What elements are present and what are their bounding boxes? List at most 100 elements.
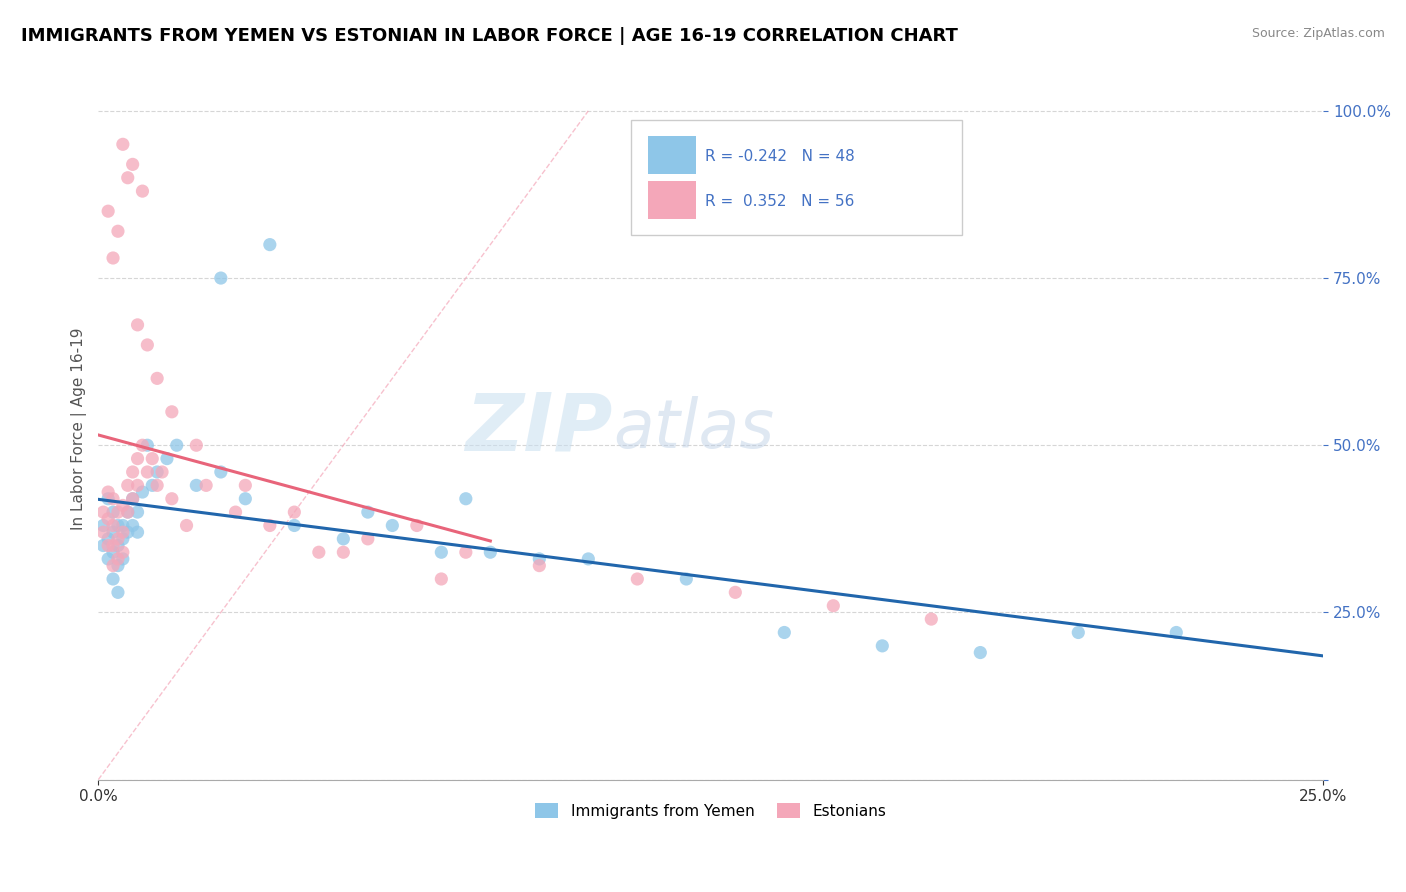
Point bbox=[454, 545, 477, 559]
Point bbox=[107, 552, 129, 566]
Point bbox=[101, 251, 124, 265]
Point bbox=[107, 532, 129, 546]
Point bbox=[724, 585, 747, 599]
Point bbox=[773, 625, 796, 640]
Point bbox=[136, 438, 159, 452]
Y-axis label: In Labor Force | Age 16-19: In Labor Force | Age 16-19 bbox=[72, 327, 87, 530]
Point bbox=[107, 558, 129, 573]
FancyBboxPatch shape bbox=[631, 120, 962, 235]
Point bbox=[111, 499, 134, 513]
Point bbox=[479, 545, 502, 559]
Point bbox=[131, 438, 153, 452]
Point bbox=[127, 318, 149, 332]
Point bbox=[127, 451, 149, 466]
Point bbox=[117, 505, 139, 519]
Point bbox=[97, 204, 120, 219]
Point bbox=[91, 539, 114, 553]
Point bbox=[225, 505, 247, 519]
Point bbox=[357, 505, 380, 519]
Point bbox=[405, 518, 427, 533]
Point bbox=[141, 478, 163, 492]
Point bbox=[91, 505, 114, 519]
Text: atlas: atlas bbox=[613, 395, 773, 461]
Point bbox=[186, 478, 208, 492]
Point bbox=[136, 338, 159, 352]
Point bbox=[127, 525, 149, 540]
Point bbox=[357, 532, 380, 546]
Point bbox=[127, 478, 149, 492]
Point bbox=[131, 184, 153, 198]
Point bbox=[101, 558, 124, 573]
Point bbox=[131, 485, 153, 500]
Point bbox=[166, 438, 188, 452]
Point bbox=[430, 572, 453, 586]
FancyBboxPatch shape bbox=[648, 136, 696, 174]
Point bbox=[209, 465, 232, 479]
Point bbox=[529, 558, 551, 573]
Point bbox=[101, 539, 124, 553]
Point bbox=[381, 518, 404, 533]
Point bbox=[160, 491, 183, 506]
Point bbox=[107, 224, 129, 238]
Point bbox=[101, 572, 124, 586]
Point bbox=[121, 465, 143, 479]
Point bbox=[1067, 625, 1090, 640]
Point bbox=[136, 465, 159, 479]
FancyBboxPatch shape bbox=[648, 181, 696, 219]
Point bbox=[209, 271, 232, 285]
Point bbox=[101, 525, 124, 540]
Point bbox=[91, 518, 114, 533]
Point bbox=[107, 505, 129, 519]
Point bbox=[529, 552, 551, 566]
Point bbox=[872, 639, 894, 653]
Point bbox=[195, 478, 218, 492]
Point bbox=[332, 532, 354, 546]
Point bbox=[259, 518, 281, 533]
Text: R = -0.242   N = 48: R = -0.242 N = 48 bbox=[704, 149, 855, 164]
Point bbox=[430, 545, 453, 559]
Point bbox=[121, 157, 143, 171]
Point bbox=[101, 545, 124, 559]
Point bbox=[920, 612, 942, 626]
Point bbox=[150, 465, 173, 479]
Legend: Immigrants from Yemen, Estonians: Immigrants from Yemen, Estonians bbox=[529, 797, 893, 824]
Point bbox=[233, 478, 256, 492]
Point bbox=[111, 137, 134, 152]
Point bbox=[111, 552, 134, 566]
Point bbox=[111, 525, 134, 540]
Point bbox=[107, 518, 129, 533]
Point bbox=[823, 599, 845, 613]
Point bbox=[107, 539, 129, 553]
Point bbox=[111, 545, 134, 559]
Point bbox=[332, 545, 354, 559]
Point bbox=[146, 478, 169, 492]
Point bbox=[675, 572, 697, 586]
Point bbox=[233, 491, 256, 506]
Point bbox=[146, 465, 169, 479]
Text: IMMIGRANTS FROM YEMEN VS ESTONIAN IN LABOR FORCE | AGE 16-19 CORRELATION CHART: IMMIGRANTS FROM YEMEN VS ESTONIAN IN LAB… bbox=[21, 27, 957, 45]
Point bbox=[97, 539, 120, 553]
Point bbox=[117, 505, 139, 519]
Text: ZIP: ZIP bbox=[465, 390, 613, 467]
Point bbox=[626, 572, 648, 586]
Point bbox=[141, 451, 163, 466]
Point bbox=[969, 646, 991, 660]
Point bbox=[156, 451, 179, 466]
Point bbox=[111, 518, 134, 533]
Point bbox=[91, 525, 114, 540]
Point bbox=[121, 518, 143, 533]
Point bbox=[160, 405, 183, 419]
Point bbox=[97, 552, 120, 566]
Point bbox=[1166, 625, 1188, 640]
Point bbox=[111, 532, 134, 546]
Point bbox=[121, 491, 143, 506]
Point bbox=[259, 237, 281, 252]
Point bbox=[101, 491, 124, 506]
Point bbox=[308, 545, 330, 559]
Point bbox=[576, 552, 599, 566]
Point bbox=[107, 585, 129, 599]
Point bbox=[101, 505, 124, 519]
Point bbox=[283, 505, 305, 519]
Text: R =  0.352   N = 56: R = 0.352 N = 56 bbox=[704, 194, 853, 209]
Point bbox=[176, 518, 198, 533]
